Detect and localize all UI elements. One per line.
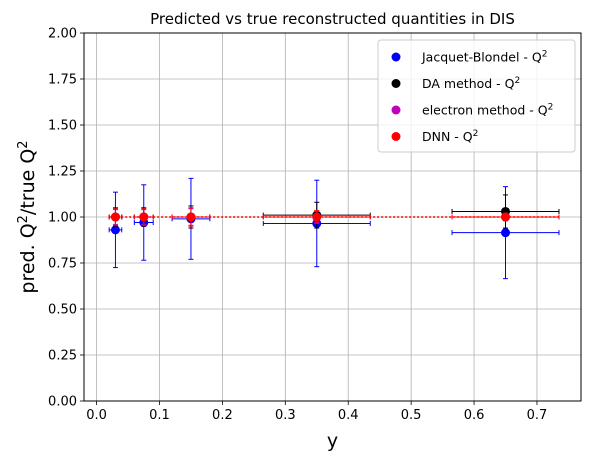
y-tick-label: 0.00	[48, 395, 77, 410]
legend-label-superscript: 2	[542, 50, 548, 60]
legend-label: electron method - Q2	[422, 103, 553, 118]
x-axis-title: y	[327, 430, 338, 452]
chart-title: Predicted vs true reconstructed quantiti…	[150, 10, 515, 28]
legend-marker	[391, 79, 401, 88]
legend-label: DNN - Q2	[422, 129, 478, 144]
data-point	[110, 225, 120, 235]
y-tick-label: 2.00	[48, 27, 77, 42]
legend-box	[377, 39, 576, 153]
data-point	[186, 212, 196, 222]
y-tick-label: 0.25	[48, 349, 77, 364]
y-tick-label: 0.75	[48, 257, 77, 272]
data-point	[312, 212, 322, 222]
data-layer	[108, 177, 560, 280]
series	[108, 207, 560, 227]
legend-label-superscript: 2	[515, 76, 521, 86]
legend-marker	[391, 132, 401, 141]
x-tick-label: 0.1	[149, 408, 170, 423]
y-axis-title-superscript: 2	[16, 215, 31, 223]
y-axis-title-part: /true Q	[17, 149, 39, 215]
data-point	[139, 212, 149, 222]
x-tick-label: 0.4	[338, 408, 359, 423]
legend-label-text: DA method - Q	[422, 76, 515, 91]
y-tick-label: 0.50	[48, 303, 77, 318]
x-tick-label: 0.2	[212, 408, 233, 423]
legend-label-superscript: 2	[548, 103, 554, 113]
legend-label-text: electron method - Q	[422, 103, 548, 118]
y-axis-title: pred. Q2/true Q2	[16, 140, 39, 293]
legend-label: Jacquet-Blondel - Q2	[421, 50, 547, 65]
x-tick-label: 0.5	[401, 408, 422, 423]
legend-label: DA method - Q2	[422, 76, 520, 91]
y-tick-label: 1.50	[48, 119, 77, 134]
legend-label-superscript: 2	[473, 129, 479, 139]
ticks: 0.0 0.1 0.2 0.3 0.4 0.5 0.6 0.7 0.00 0.25 0.50 0.75…	[48, 27, 547, 424]
data-point	[501, 212, 511, 222]
legend-label-text: DNN - Q	[422, 129, 473, 144]
legend-marker	[391, 52, 401, 62]
data-point	[110, 212, 120, 222]
y-tick-label: 1.75	[48, 73, 77, 88]
x-tick-label: 0.6	[464, 408, 485, 423]
y-axis-title-part: pred. Q	[17, 223, 39, 293]
x-tick-label: 0.7	[527, 408, 548, 423]
y-axis-title-superscript: 2	[16, 140, 31, 148]
y-tick-label: 1.25	[48, 165, 77, 180]
legend-label-text: Jacquet-Blondel - Q	[421, 50, 542, 65]
data-point	[501, 228, 511, 238]
y-tick-label: 1.00	[48, 211, 77, 226]
legend-marker	[391, 105, 401, 115]
x-tick-label: 0.0	[86, 408, 107, 423]
x-tick-label: 0.3	[275, 408, 296, 423]
